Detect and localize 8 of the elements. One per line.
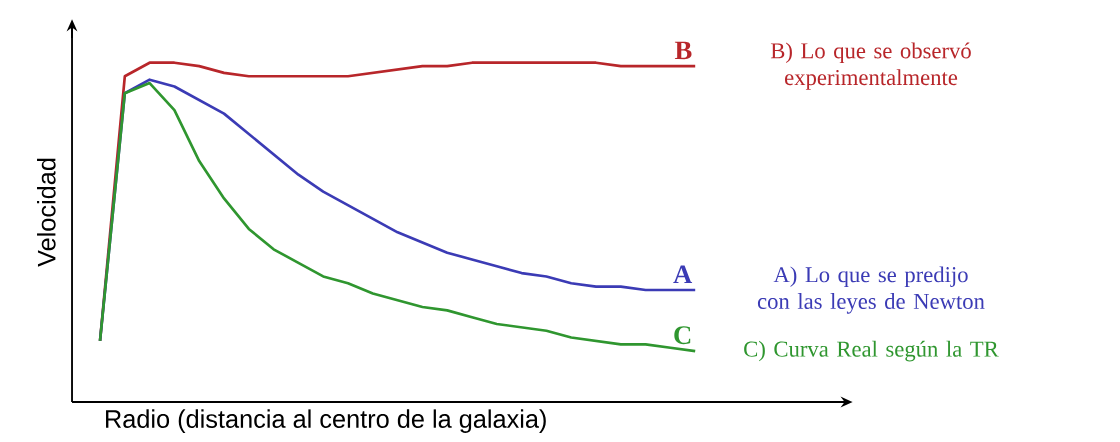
text: C) Curva Real según la TR	[744, 340, 999, 362]
text: B) Lo que se observó experimentalmente	[770, 42, 971, 90]
x-axis-title: Radio (distancia al centro de la galaxia)	[106, 409, 546, 433]
series-label: B	[674, 41, 692, 60]
text: A) Lo que se predijo con las leyes de Newton	[757, 266, 985, 314]
series-label: A	[673, 265, 693, 284]
series-label: C	[674, 326, 691, 345]
y-axis-title: Velocidad	[37, 158, 56, 267]
